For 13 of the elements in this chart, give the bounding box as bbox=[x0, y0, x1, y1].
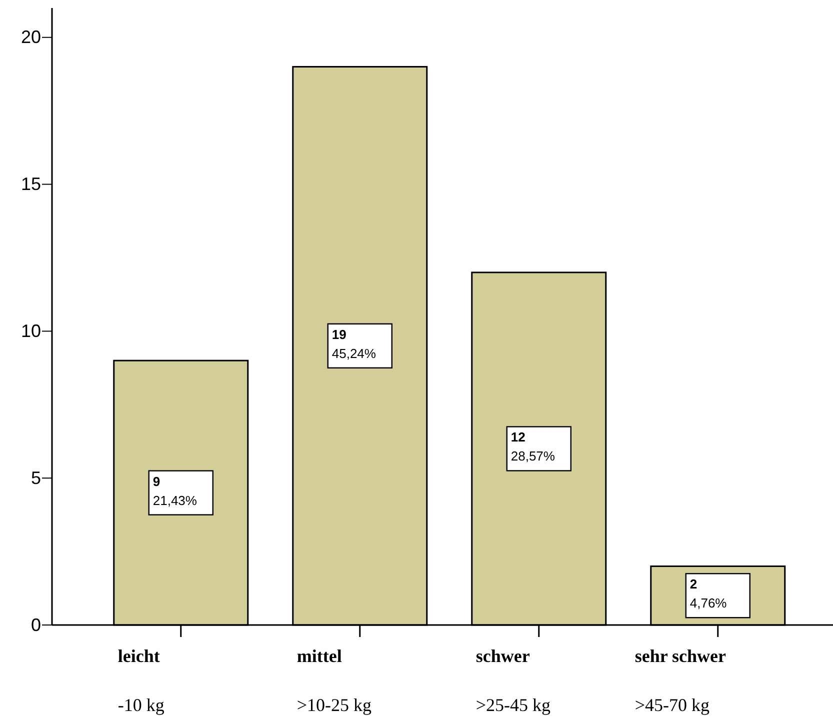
category-label: sehr schwer >45-70 kg bbox=[634, 646, 726, 715]
category-label: leicht -10 kg bbox=[118, 646, 164, 715]
data-label: 12 28,57% bbox=[510, 430, 556, 464]
y-tick-label: 20 bbox=[20, 27, 41, 48]
category-label: schwer >25-45 kg bbox=[476, 646, 551, 715]
y-tick-label: 0 bbox=[30, 614, 41, 635]
data-label: 2 4,76% bbox=[690, 576, 728, 611]
category-label: mittel >10-25 kg bbox=[296, 646, 372, 715]
y-tick-label: 15 bbox=[20, 174, 41, 194]
y-tick-label: 10 bbox=[20, 320, 41, 341]
y-tick-label: 5 bbox=[30, 468, 41, 488]
data-label: 9 21,43% bbox=[152, 474, 198, 508]
data-label: 19 45,24% bbox=[332, 326, 376, 361]
